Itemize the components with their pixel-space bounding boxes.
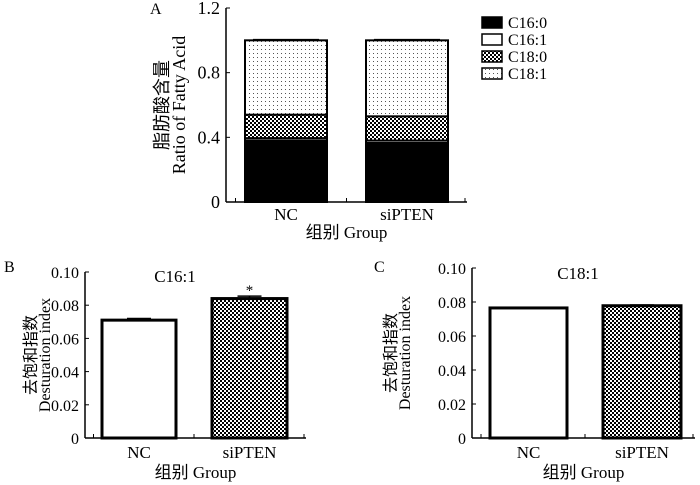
y-axis-label-cn: 去饱和指数 [22,315,40,395]
y-tick-label: 1.2 [198,0,221,18]
category-label: siPTEN [615,443,669,462]
legend-swatch [481,16,503,29]
category-label: NC [274,205,298,224]
bar-nc [100,318,178,440]
y-tick-label: 0.4 [198,127,221,147]
bar-segment-C16-0 [365,141,449,204]
y-tick-label: 0.08 [51,298,79,315]
y-axis-label: Desturation index [37,298,54,412]
y-tick-label: 0.02 [51,398,79,415]
bar-segment-C18-0 [244,113,328,140]
legend-label: C16:1 [508,32,547,49]
y-tick-label: 0.10 [51,265,79,282]
bar-sipten [210,297,289,440]
y-axis-label-cn: 脂肪酸含量 [152,60,172,150]
bar-sipten [601,304,683,440]
x-axis-label: 组别 Group [543,463,625,482]
panel-letter-a: A [150,1,162,18]
x-axis-label: 组别 Group [155,463,237,482]
bar-nc [488,306,569,440]
x-axis-label: 组别 Group [306,223,388,242]
legend-swatch [481,50,503,63]
category-label: NC [517,443,541,462]
legend-swatch [481,33,503,46]
y-tick-label: 0.02 [438,397,466,414]
category-label: siPTEN [380,205,434,224]
legend-label: C18:1 [508,66,547,83]
y-tick-label: 0.04 [51,365,79,382]
panel-letter-b: B [4,259,15,276]
y-tick-label: 0.10 [438,261,466,278]
legend-swatch [481,67,503,80]
bar-segment-C16-0 [244,139,328,203]
legend-label: C18:0 [508,49,547,66]
y-tick-label: 0.06 [438,329,466,346]
legend-label: C16:0 [508,15,547,32]
y-tick-label: 0 [71,431,79,448]
y-tick-label: 0.08 [438,295,466,312]
category-label: siPTEN [223,443,277,462]
y-tick-label: 0.04 [438,363,466,380]
bar-segment-C18-1 [244,39,328,116]
panel-letter-c: C [374,259,385,276]
y-tick-label: 0.8 [198,63,221,83]
panel-title: C18:1 [557,264,599,283]
y-axis-label: Desturation index [397,296,414,410]
bar-segment-C18-1 [365,39,449,118]
significance-marker: * [246,283,254,299]
y-tick-label: 0 [211,192,220,212]
y-tick-label: 0.06 [51,331,79,348]
y-axis-label-cn: 去饱和指数 [382,313,400,393]
y-tick-label: 0 [458,431,466,448]
bar-segment-C18-0 [365,115,449,142]
panel-title: C16:1 [154,267,196,286]
y-axis-label: Ratio of Fatty Acid [169,36,189,175]
category-label: NC [127,443,151,462]
